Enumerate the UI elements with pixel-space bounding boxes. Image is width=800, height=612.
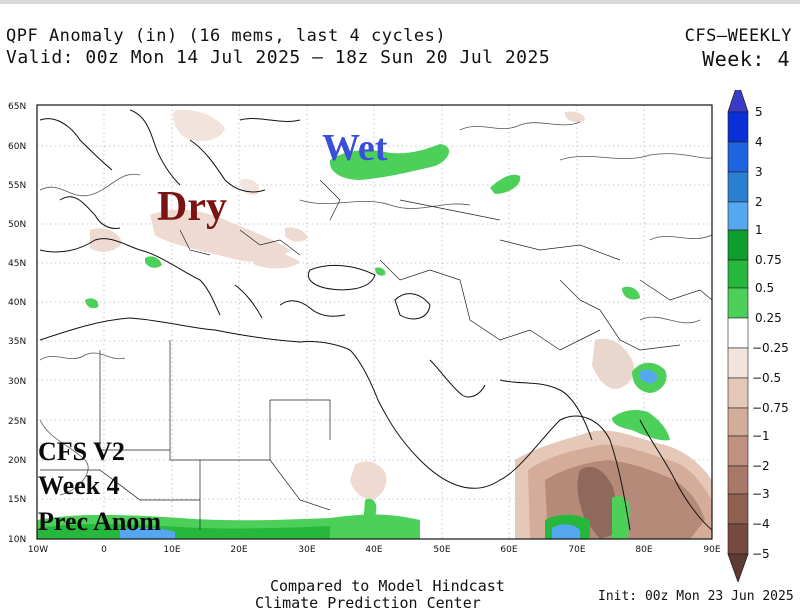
latitude-labels: 65N 60N 55N 50N 45N 40N 35N 30N 25N 20N … — [8, 102, 26, 545]
colorbar-swatch — [727, 317, 749, 349]
lon-label: 50E — [433, 545, 450, 555]
lon-label: 90E — [703, 545, 720, 555]
colorbar-swatch — [727, 171, 749, 203]
lon-label: 10E — [163, 545, 180, 555]
colorbar-label: 0.75 — [755, 253, 782, 267]
wet-anomaly-shading — [37, 144, 670, 539]
anomaly-contours — [39, 121, 712, 496]
model-name: CFS—WEEKLY — [684, 26, 792, 46]
lat-label: 25N — [8, 417, 26, 427]
colorbar-swatch — [727, 347, 749, 379]
lon-label: 70E — [568, 545, 585, 555]
hindcast-note: Compared to Model Hindcast — [270, 577, 505, 595]
lat-label: 55N — [8, 181, 26, 191]
colorbar-label: −0.75 — [752, 401, 789, 415]
colorbar-label: 4 — [755, 135, 763, 149]
longitude-labels: 10W 0 10E 20E 30E 40E 50E 60E 70E 80E 90… — [28, 545, 721, 555]
lat-label: 50N — [8, 220, 26, 230]
lat-label: 10N — [8, 535, 26, 545]
colorbar-swatch — [727, 493, 749, 525]
colorbar-swatch — [727, 465, 749, 495]
lat-label: 15N — [8, 495, 26, 505]
colorbar-swatch — [727, 435, 749, 467]
colorbar-label: 5 — [755, 105, 763, 119]
cfs-label-line3: Prec Anom — [38, 507, 161, 536]
colorbar-label: −4 — [752, 517, 770, 531]
map-title: QPF Anomaly (in) (16 mems, last 4 cycles… — [6, 26, 447, 46]
colorbar-label: −2 — [752, 459, 770, 473]
lat-label: 30N — [8, 377, 26, 387]
colorbar-label: −0.5 — [752, 371, 781, 385]
lat-label: 60N — [8, 142, 26, 152]
colorbar-swatch — [727, 201, 749, 231]
lon-label: 60E — [500, 545, 517, 555]
colorbar-swatch — [727, 259, 749, 289]
lat-label: 35N — [8, 337, 26, 347]
week-label: Week: 4 — [702, 47, 790, 71]
lat-label: 40N — [8, 298, 26, 308]
lat-label: 65N — [8, 102, 26, 112]
wet-label: Wet — [322, 127, 388, 169]
cfs-label-line2: Week 4 — [38, 471, 120, 500]
colorbar-label: 1 — [755, 223, 763, 237]
colorbar-label: −1 — [752, 429, 770, 443]
init-time: Init: 00z Mon 23 Jun 2025 — [598, 589, 794, 604]
lon-label: 20E — [230, 545, 247, 555]
colorbar-swatch — [727, 377, 749, 409]
dry-label: Dry — [157, 184, 227, 230]
colorbar-swatch — [727, 141, 749, 173]
lon-label: 80E — [635, 545, 652, 555]
country-borders — [40, 179, 712, 530]
colorbar-bottom-arrow — [727, 553, 749, 582]
colorbar-label: −5 — [752, 547, 770, 561]
top-border — [0, 0, 800, 4]
lat-label: 20N — [8, 456, 26, 466]
colorbar-swatch — [727, 229, 749, 261]
coastlines — [39, 109, 712, 531]
map-figure: Wet Dry CFS V2 Week 4 Prec Anom 65N 60N … — [8, 90, 789, 582]
colorbar-labels: 5 4 3 2 1 0.75 0.5 0.25 −0.25 −0.5 −0.75… — [752, 105, 789, 561]
lon-label: 40E — [365, 545, 382, 555]
colorbar — [727, 90, 749, 582]
cfs-label-line1: CFS V2 — [38, 437, 125, 466]
map-frame — [36, 104, 713, 540]
lon-label: 0 — [101, 545, 107, 555]
colorbar-swatch — [727, 111, 749, 143]
colorbar-label: 2 — [755, 195, 763, 209]
map-content: Wet Dry CFS V2 Week 4 Prec Anom — [37, 105, 712, 539]
lon-label: 10W — [28, 545, 48, 555]
colorbar-label: 3 — [755, 165, 763, 179]
lon-label: 30E — [298, 545, 315, 555]
colorbar-swatch — [727, 287, 749, 319]
colorbar-label: 0.25 — [755, 311, 782, 325]
lat-label: 45N — [8, 259, 26, 269]
colorbar-top-arrow — [727, 90, 749, 113]
colorbar-swatch — [727, 407, 749, 437]
colorbar-label: −3 — [752, 487, 770, 501]
valid-period: Valid: 00z Mon 14 Jul 2025 — 18z Sun 20 … — [6, 47, 551, 68]
colorbar-label: 0.5 — [755, 281, 774, 295]
colorbar-swatch — [727, 523, 749, 555]
credit-line: Climate Prediction Center — [255, 594, 481, 612]
colorbar-label: −0.25 — [752, 341, 789, 355]
